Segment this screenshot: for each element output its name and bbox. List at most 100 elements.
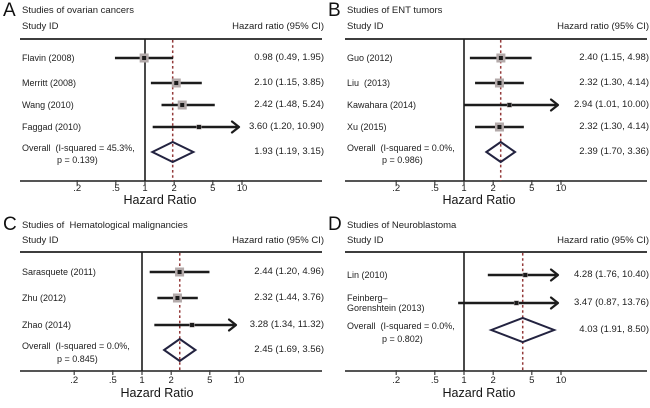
column-header-study-id: Study ID: [347, 21, 384, 32]
tick-label: .5: [430, 375, 439, 386]
study-value: 0.98 (0.49, 1.95): [254, 51, 324, 63]
point-estimate-marker: [142, 56, 147, 60]
tick-label: 1: [461, 183, 467, 194]
tick-label: 5: [207, 375, 213, 386]
study-value: 2.40 (1.15, 4.98): [579, 51, 649, 63]
panel-letter: A: [3, 0, 16, 21]
overall-label-line2: p = 0.986): [382, 155, 423, 165]
study-label: Liu (2013): [347, 78, 391, 88]
study-label: Zhao (2014): [22, 320, 72, 330]
panel-letter: C: [3, 214, 17, 235]
overall-label-line2: p = 0.139): [57, 155, 98, 165]
study-label: Xu (2015): [347, 122, 387, 132]
overall-diamond: [150, 140, 196, 164]
arrow-head-icon: [230, 120, 241, 134]
axis-title: Hazard Ratio: [123, 193, 197, 207]
study-label: Faggad (2010): [22, 122, 82, 132]
column-header-study-id: Study ID: [22, 21, 59, 32]
arrow-head-icon: [227, 318, 238, 332]
tick-label: 5: [529, 375, 535, 386]
tick-label: .5: [430, 183, 439, 194]
panel-letter: B: [328, 0, 341, 21]
tick-label: .2: [392, 183, 401, 194]
column-header-study-id: Study ID: [347, 235, 384, 246]
study-label: Lin (2010): [347, 270, 388, 280]
tick-label: 10: [236, 183, 248, 194]
overall-label-line2: p = 0.802): [382, 334, 423, 344]
study-value: 2.32 (1.30, 4.14): [579, 120, 649, 132]
tick-label: 1: [142, 183, 148, 194]
tick-label: 10: [555, 183, 567, 194]
tick-label: 1: [461, 375, 467, 386]
point-estimate-marker: [523, 273, 528, 277]
axis-title: Hazard Ratio: [442, 193, 516, 207]
study-label: Guo (2012): [347, 53, 393, 63]
point-estimate-marker: [196, 125, 201, 129]
overall-diamond: [162, 337, 198, 363]
study-label: Kawahara (2014): [347, 100, 417, 110]
tick-label: 5: [210, 183, 216, 194]
arrow-head-icon: [549, 296, 560, 310]
tick-label: .2: [392, 375, 401, 386]
study-value: 2.32 (1.44, 3.76): [254, 291, 324, 303]
point-estimate-marker: [514, 301, 519, 305]
point-estimate-marker: [507, 103, 512, 107]
overall-value: 2.39 (1.70, 3.36): [579, 145, 649, 157]
column-header-hazard-ratio: Hazard ratio (95% CI): [232, 21, 324, 32]
axis-title: Hazard Ratio: [442, 386, 516, 400]
axis-title: Hazard Ratio: [120, 386, 194, 400]
point-estimate-marker: [497, 125, 502, 129]
overall-value: 2.45 (1.69, 3.56): [254, 343, 324, 355]
column-header-hazard-ratio: Hazard ratio (95% CI): [557, 235, 649, 246]
panel-subtitle: Studies of Hematological malignancies: [22, 220, 188, 231]
tick-label: 2: [490, 375, 496, 386]
overall-value: 1.93 (1.19, 3.15): [254, 145, 324, 157]
point-estimate-marker: [190, 323, 195, 327]
study-value: 2.10 (1.15, 3.85): [254, 76, 324, 88]
tick-label: .5: [111, 183, 120, 194]
study-value: 2.44 (1.20, 4.96): [254, 265, 324, 277]
tick-label: 10: [233, 375, 245, 386]
tick-label: 10: [555, 375, 567, 386]
point-estimate-marker: [177, 270, 182, 274]
study-label: Zhu (2012): [22, 293, 67, 303]
overall-label-line2: p = 0.845): [57, 354, 98, 364]
overall-value: 4.03 (1.91, 8.50): [579, 323, 649, 335]
tick-label: 2: [171, 183, 177, 194]
study-value: 2.32 (1.30, 4.14): [579, 76, 649, 88]
study-value: 2.94 (1.01, 10.00): [574, 98, 649, 110]
study-value: 3.47 (0.87, 13.76): [574, 296, 649, 308]
panel-subtitle: Studies of ovarian cancers: [22, 5, 134, 16]
panel-subtitle: Studies of Neuroblastoma: [347, 220, 457, 231]
tick-label: .2: [70, 375, 79, 386]
study-value: 2.42 (1.48, 5.24): [254, 98, 324, 110]
study-label: Feinberg– Gorenshtein (2013): [347, 292, 425, 313]
overall-label-line1: Overall (I-squared = 0.0%,: [22, 341, 130, 351]
point-estimate-marker: [175, 296, 180, 300]
panel-letter: D: [328, 214, 342, 235]
tick-label: 5: [529, 183, 535, 194]
study-value: 3.28 (1.34, 11.32): [249, 318, 324, 330]
point-estimate-marker: [498, 56, 503, 60]
column-header-hazard-ratio: Hazard ratio (95% CI): [232, 235, 324, 246]
tick-label: .2: [73, 183, 82, 194]
overall-label-line1: Overall (I-squared = 0.0%,: [347, 321, 455, 331]
overall-label-line1: Overall (I-squared = 45.3%,: [22, 143, 135, 153]
arrow-head-icon: [549, 98, 560, 112]
overall-label-line1: Overall (I-squared = 0.0%,: [347, 143, 455, 153]
column-header-study-id: Study ID: [22, 235, 59, 246]
study-label: Wang (2010): [22, 100, 74, 110]
tick-label: 2: [168, 375, 174, 386]
study-value: 4.28 (1.76, 10.40): [574, 268, 649, 280]
panel-subtitle: Studies of ENT tumors: [347, 5, 443, 16]
point-estimate-marker: [180, 103, 185, 107]
arrow-head-icon: [549, 268, 560, 282]
study-value: 3.60 (1.20, 10.90): [249, 120, 324, 132]
overall-diamond: [488, 316, 557, 344]
point-estimate-marker: [497, 81, 502, 85]
tick-label: .5: [108, 375, 117, 386]
study-label: Flavin (2008): [22, 53, 75, 63]
study-label: Sarasquete (2011): [22, 267, 96, 277]
